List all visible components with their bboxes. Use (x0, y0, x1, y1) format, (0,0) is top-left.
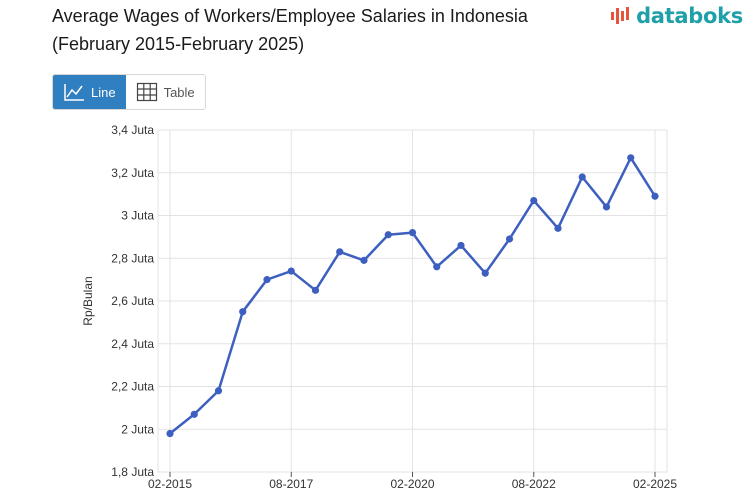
line-view-button[interactable]: Line (53, 75, 126, 109)
x-tick-label: 08-2017 (269, 477, 313, 491)
data-point (433, 263, 441, 271)
data-point (166, 429, 174, 438)
chart-title: Average Wages of Workers/Employee Salari… (52, 2, 612, 58)
x-tick-label: 02-2020 (390, 477, 434, 491)
data-point (554, 224, 562, 232)
view-toggle: Line Table (52, 74, 206, 110)
line-chart-icon (64, 84, 84, 101)
table-view-label: Table (163, 84, 195, 100)
data-point (457, 241, 465, 250)
y-tick-label: 3 Juta (121, 209, 154, 223)
data-point (627, 154, 635, 162)
y-tick-label: 2 Juta (121, 422, 154, 436)
y-tick-label: 3,2 Juta (111, 166, 154, 180)
y-tick-label: 3,4 Juta (111, 123, 154, 137)
data-point (263, 276, 271, 284)
chart-title-line-2: (February 2015-February 2025) (52, 34, 305, 54)
y-tick-label: 2,8 Juta (111, 251, 154, 265)
databoks-logo-icon (611, 7, 630, 24)
y-tick-label: 1,8 Juta (111, 465, 154, 479)
data-point (505, 235, 514, 243)
data-point (336, 248, 344, 256)
y-axis-title: Rp/Bulan (81, 276, 95, 325)
y-tick-label: 2,2 Juta (111, 380, 154, 394)
x-tick-label: 02-2015 (148, 477, 192, 491)
x-tick-label: 08-2022 (512, 477, 556, 491)
data-point (190, 410, 198, 418)
x-tick-label: 02-2025 (633, 477, 677, 491)
chart-title-line-1: Average Wages of Workers/Employee Salari… (52, 6, 528, 26)
data-point (360, 256, 368, 264)
table-view-button[interactable]: Table (125, 75, 205, 109)
data-point (384, 231, 392, 239)
y-tick-label: 2,4 Juta (111, 337, 154, 351)
databoks-logo: databoks (610, 4, 743, 28)
data-point (651, 192, 659, 200)
data-point (214, 387, 223, 395)
table-grid-icon (136, 82, 157, 102)
line-view-label: Line (91, 84, 116, 100)
data-point (481, 269, 489, 277)
data-point (287, 267, 295, 275)
databoks-logo-text: databoks (636, 4, 743, 28)
data-point (408, 229, 417, 237)
data-point (239, 308, 247, 316)
data-point (578, 173, 586, 181)
data-point (602, 203, 611, 211)
y-tick-label: 2,6 Juta (111, 294, 154, 308)
data-point (530, 196, 538, 205)
data-point (311, 286, 320, 294)
